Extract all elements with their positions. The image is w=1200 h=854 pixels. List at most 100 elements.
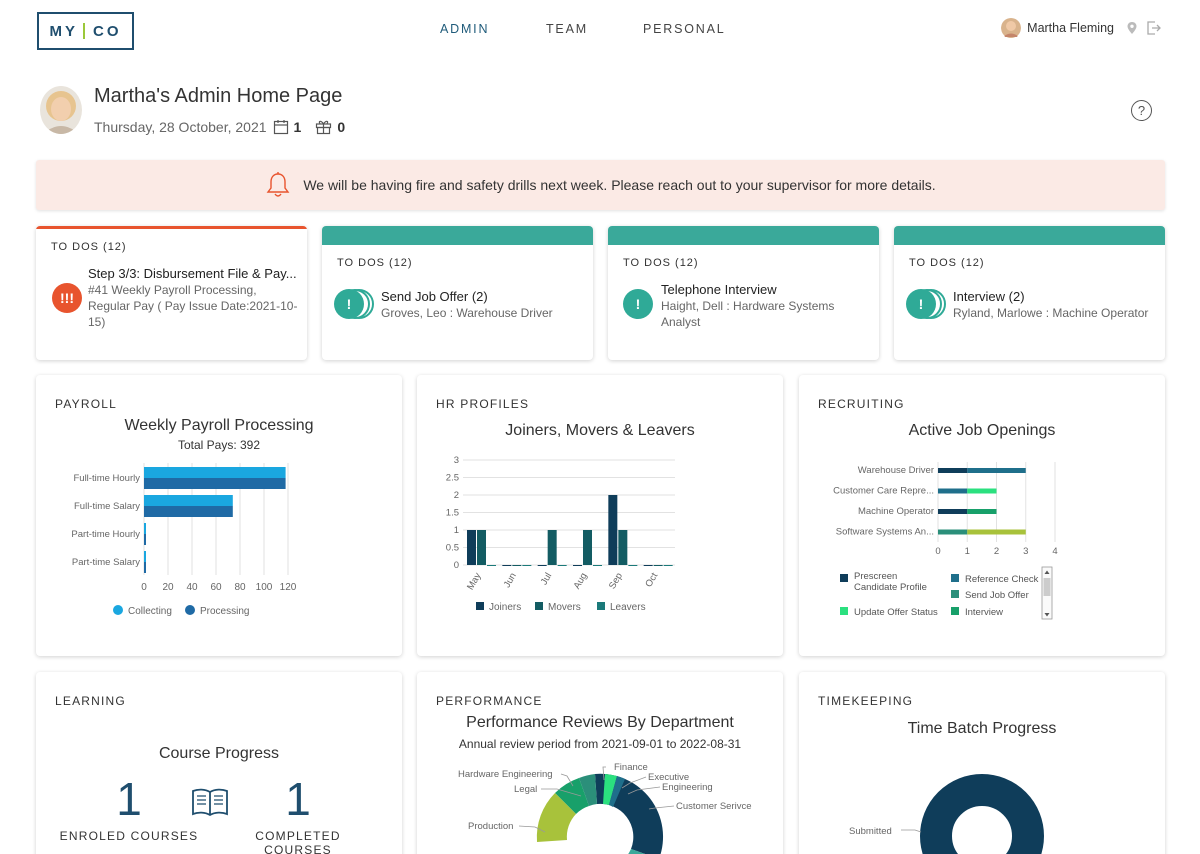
slice-legal[interactable] — [579, 774, 597, 806]
y-tick-label: 3 — [454, 455, 459, 466]
bar-movers[interactable] — [653, 565, 663, 566]
bar-movers[interactable] — [583, 530, 592, 565]
label-production: Production — [468, 821, 513, 832]
location-icon[interactable] — [1126, 21, 1138, 35]
bar-collecting[interactable] — [144, 495, 233, 506]
bar-joiners[interactable] — [643, 565, 653, 566]
bar-processing[interactable] — [144, 562, 146, 573]
urgent-alert-icon: !!! — [52, 283, 82, 313]
todo-title[interactable]: Telephone Interview — [661, 282, 777, 297]
legend-movers-icon[interactable] — [535, 602, 543, 610]
slice-other[interactable] — [626, 849, 659, 854]
legend-collecting[interactable]: Collecting — [128, 606, 172, 617]
legend-joiners-icon[interactable] — [476, 602, 484, 610]
slice-engineering[interactable] — [609, 776, 625, 807]
page-avatar — [40, 86, 82, 134]
bar-movers[interactable] — [477, 530, 486, 565]
legend-send-job-offer[interactable]: Send Job Offer — [965, 590, 1029, 601]
bar-segment[interactable] — [967, 468, 1026, 473]
legend-prescreen-icon[interactable] — [840, 574, 848, 582]
bar-collecting[interactable] — [144, 467, 286, 478]
bar-leavers[interactable] — [628, 565, 638, 566]
chart-title: Active Job Openings — [908, 422, 1056, 439]
todo-card-job-offer[interactable]: TO DOS (12) ! Send Job Offer (2) Groves,… — [322, 226, 593, 360]
todo-title[interactable]: Send Job Offer (2) — [381, 289, 488, 304]
y-category-label: Part-time Hourly — [71, 529, 140, 540]
bar-segment[interactable] — [938, 529, 968, 535]
legend-send-job-offer-icon[interactable] — [951, 590, 959, 598]
user-menu[interactable]: Martha Fleming — [997, 17, 1162, 39]
legend-joiners[interactable]: Joiners — [489, 602, 521, 613]
calendar-icon[interactable] — [273, 119, 289, 135]
slice-production[interactable] — [536, 793, 576, 842]
todo-header: TO DOS (12) — [623, 257, 699, 269]
bar-joiners[interactable] — [537, 565, 547, 566]
legend-processing[interactable]: Processing — [200, 606, 249, 617]
bar-segment[interactable] — [967, 509, 997, 514]
x-tick-label: Sep — [607, 571, 625, 591]
legend-leavers[interactable]: Leavers — [610, 602, 646, 613]
bar-joiners[interactable] — [573, 565, 582, 566]
bar-leavers[interactable] — [663, 565, 673, 566]
todo-card-payroll[interactable]: TO DOS (12) !!! Step 3/3: Disbursement F… — [36, 226, 307, 360]
todo-card-telephone-interview[interactable]: TO DOS (12) ! Telephone Interview Haight… — [608, 226, 879, 360]
legend-update-offer-status-icon[interactable] — [840, 607, 848, 615]
company-logo[interactable]: MY CO — [37, 12, 134, 50]
todo-title[interactable]: Interview (2) — [953, 289, 1025, 304]
slice-finance[interactable] — [603, 774, 617, 805]
legend-interview-icon[interactable] — [951, 607, 959, 615]
bar-segment[interactable] — [967, 488, 997, 494]
bar-leavers[interactable] — [487, 565, 496, 566]
bar-processing[interactable] — [144, 506, 233, 517]
bar-movers[interactable] — [618, 530, 628, 565]
bar-leavers[interactable] — [522, 565, 532, 566]
todo-subtitle-line: Haight, Dell : Hardware Systems — [661, 299, 835, 313]
legend-interview[interactable]: Interview — [965, 607, 1003, 618]
x-tick-label: 100 — [256, 582, 273, 593]
legend-reference-check[interactable]: Reference Check — [965, 574, 1039, 585]
nav-admin[interactable]: ADMIN — [440, 22, 490, 36]
gift-icon[interactable] — [315, 118, 332, 135]
legend-scrollbar[interactable] — [1041, 566, 1053, 620]
slice-submitted[interactable] — [920, 774, 1044, 854]
main-nav: ADMIN TEAM PERSONAL — [0, 22, 1200, 40]
legend-candidate-profile[interactable]: Candidate Profile — [854, 582, 927, 593]
bar-movers[interactable] — [512, 565, 522, 566]
label-executive: Executive — [648, 772, 689, 783]
chart-subtitle: Total Pays: 392 — [177, 438, 261, 452]
bar-segment[interactable] — [938, 509, 968, 514]
slice-hardware-engineering[interactable] — [555, 778, 589, 814]
nav-team[interactable]: TEAM — [546, 22, 588, 36]
bar-movers[interactable] — [547, 530, 557, 565]
bar-segment[interactable] — [938, 488, 968, 494]
legend-processing-icon[interactable] — [185, 605, 195, 615]
todo-title[interactable]: Step 3/3: Disbursement File & Pay... — [88, 266, 297, 281]
bar-leavers[interactable] — [593, 565, 602, 566]
help-button[interactable]: ? — [1131, 100, 1152, 121]
legend-reference-check-icon[interactable] — [951, 574, 959, 582]
todo-card-interview[interactable]: TO DOS (12) ! Interview (2) Ryland, Marl… — [894, 226, 1165, 360]
bar-processing[interactable] — [144, 534, 146, 545]
bar-collecting[interactable] — [144, 523, 146, 534]
page-date: Thursday, 28 October, 2021 — [94, 118, 267, 135]
legend-leavers-icon[interactable] — [597, 602, 605, 610]
logout-icon[interactable] — [1146, 21, 1162, 35]
nav-personal[interactable]: PERSONAL — [643, 22, 726, 36]
bar-segment[interactable] — [967, 529, 1026, 535]
legend-movers[interactable]: Movers — [548, 602, 581, 613]
x-tick-label: 4 — [1052, 546, 1057, 557]
bar-processing[interactable] — [144, 478, 286, 489]
bar-joiners[interactable] — [502, 565, 512, 566]
user-avatar[interactable] — [1001, 17, 1022, 39]
bar-segment[interactable] — [938, 468, 968, 473]
bar-joiners[interactable] — [467, 530, 476, 565]
time-batch-donut: Submitted — [849, 774, 1044, 854]
legend-update-offer-status[interactable]: Update Offer Status — [854, 607, 938, 618]
legend-collecting-icon[interactable] — [113, 605, 123, 615]
user-name[interactable]: Martha Fleming — [1027, 21, 1114, 35]
legend-prescreen[interactable]: Prescreen — [854, 571, 897, 582]
bar-collecting[interactable] — [144, 551, 146, 562]
bar-leavers[interactable] — [557, 565, 567, 566]
y-category-label: Full-time Hourly — [73, 473, 140, 484]
bar-joiners[interactable] — [608, 495, 618, 565]
